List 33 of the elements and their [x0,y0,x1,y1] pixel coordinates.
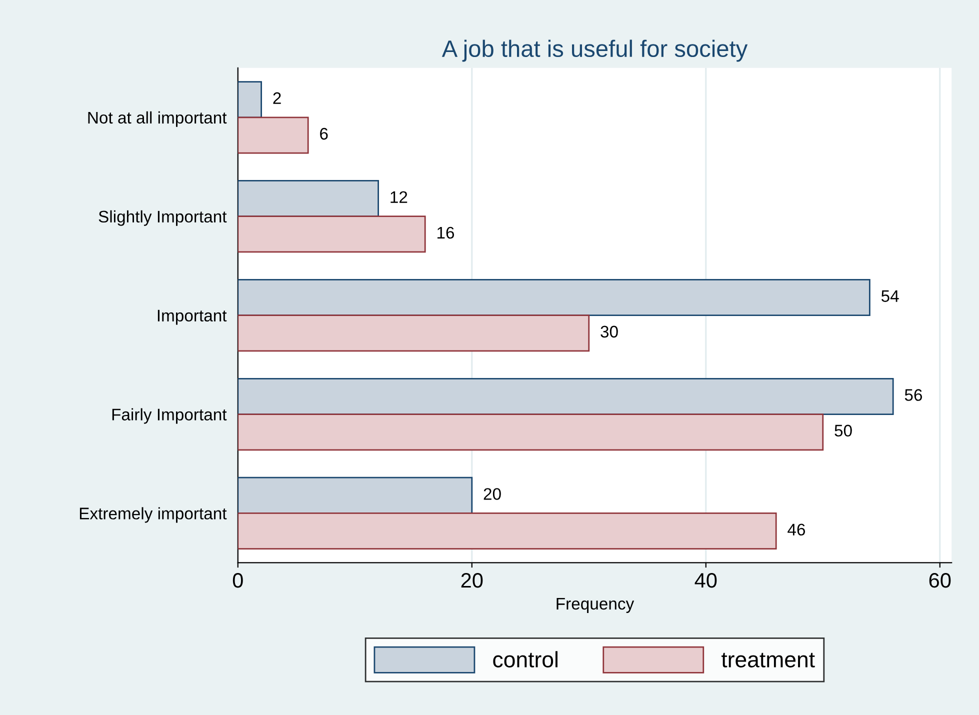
bar [238,476,473,514]
data-label: 46 [788,524,806,536]
bar [238,512,777,550]
x-axis-title: Frequency [556,598,634,613]
data-label: 20 [484,488,501,500]
bar [238,116,309,154]
y-tick-label: Extremely important [80,507,227,523]
data-label: 12 [390,191,408,203]
x-tick-label: 0 [232,572,243,588]
bar [238,414,824,451]
data-label: 30 [600,326,618,338]
y-tick-label: Important [158,310,227,325]
x-tick-label: 60 [929,572,951,588]
bar [238,314,590,352]
data-label: 50 [834,424,852,437]
chart-title: A job that is useful for society [442,40,748,62]
bar [238,278,870,316]
y-tick-label: Not at all important [88,111,227,127]
data-label: 6 [320,128,328,140]
data-label: 16 [437,226,454,239]
y-tick-label: Slightly Important [98,210,227,226]
legend-label: control [493,651,558,668]
x-tick-label: 20 [461,572,483,588]
data-label: 54 [881,290,899,302]
data-label: 56 [904,389,922,401]
bar [238,378,894,415]
data-label: 2 [273,92,281,104]
x-tick-label: 40 [694,572,717,588]
y-tick-label: Fairly Important [112,408,227,424]
bar [238,81,262,118]
bar [238,216,426,253]
bar [238,180,379,218]
legend-label: treatment [721,652,815,668]
